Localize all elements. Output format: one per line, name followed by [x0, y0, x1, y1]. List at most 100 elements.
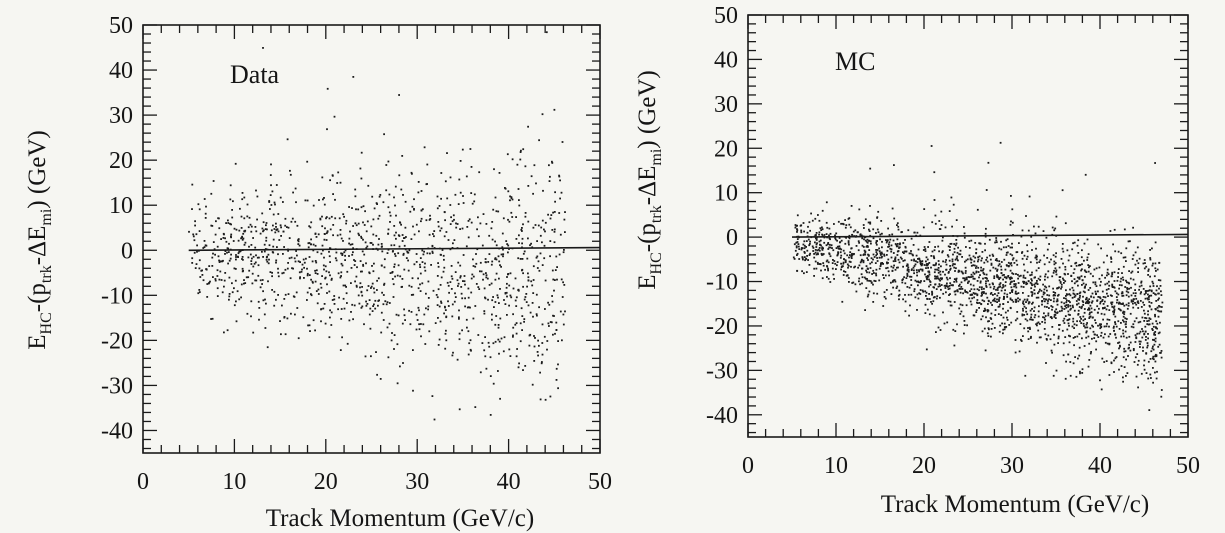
scatter-point — [1046, 306, 1048, 308]
scatter-point — [1023, 269, 1026, 272]
scatter-point — [1147, 270, 1150, 272]
scatter-point — [377, 300, 380, 302]
scatter-point — [833, 260, 836, 262]
scatter-point — [1115, 325, 1118, 328]
scatter-point — [892, 266, 895, 269]
scatter-point — [1035, 323, 1037, 326]
scatter-point — [915, 234, 917, 237]
scatter-point — [287, 249, 289, 252]
y-tick-label: 10 — [714, 181, 738, 207]
scatter-point — [509, 199, 511, 202]
scatter-point — [223, 285, 225, 288]
scatter-point — [1074, 336, 1076, 338]
scatter-point — [452, 351, 454, 354]
scatter-point — [315, 290, 318, 292]
scatter-point — [862, 259, 865, 262]
scatter-point — [903, 259, 906, 262]
scatter-point — [1158, 310, 1161, 313]
scatter-point — [230, 253, 232, 256]
scatter-point — [929, 281, 932, 283]
scatter-point — [1147, 293, 1149, 296]
scatter-point — [1003, 322, 1006, 325]
scatter-point — [1049, 338, 1052, 341]
scatter-point — [1006, 296, 1009, 298]
scatter-point — [1005, 251, 1008, 254]
scatter-point — [289, 169, 291, 172]
scatter-point — [898, 298, 900, 301]
scatter-point — [909, 252, 912, 255]
scatter-point — [1138, 332, 1141, 335]
scatter-point — [462, 280, 464, 282]
scatter-point — [1121, 303, 1124, 305]
scatter-point — [374, 307, 377, 310]
scatter-point — [985, 189, 988, 191]
scatter-point — [1011, 242, 1013, 245]
scatter-point — [265, 236, 268, 239]
scatter-point — [454, 271, 457, 273]
scatter-point — [825, 233, 828, 235]
scatter-point — [969, 283, 972, 286]
scatter-point — [1139, 343, 1141, 345]
scatter-point — [959, 249, 962, 252]
scatter-point — [913, 288, 916, 290]
scatter-point — [1154, 162, 1156, 164]
scatter-point — [945, 291, 947, 294]
scatter-point — [551, 300, 554, 303]
scatter-point — [1153, 339, 1155, 341]
scatter-point — [831, 247, 833, 249]
scatter-point — [1063, 322, 1066, 324]
scatter-point — [515, 355, 518, 358]
scatter-point — [1110, 256, 1112, 259]
scatter-point — [1122, 335, 1125, 338]
scatter-point — [284, 293, 287, 296]
scatter-point — [855, 235, 858, 237]
scatter-point — [933, 264, 936, 267]
scatter-point — [325, 239, 328, 241]
scatter-point — [1069, 308, 1072, 311]
scatter-point — [1083, 325, 1085, 327]
scatter-point — [375, 202, 378, 204]
scatter-point — [914, 279, 917, 282]
scatter-point — [829, 281, 832, 283]
scatter-point — [896, 238, 899, 241]
scatter-point — [1130, 300, 1133, 303]
scatter-point — [507, 244, 510, 247]
scatter-point — [339, 233, 342, 236]
scatter-point — [1122, 312, 1124, 314]
scatter-point — [918, 269, 920, 271]
scatter-point — [499, 317, 502, 320]
scatter-point — [1050, 305, 1053, 307]
scatter-point — [228, 295, 231, 298]
scatter-point — [366, 220, 369, 223]
scatter-point — [386, 326, 389, 329]
scatter-point — [833, 278, 835, 280]
scatter-point — [1036, 322, 1039, 325]
scatter-point — [358, 302, 361, 305]
scatter-point — [895, 245, 898, 248]
scatter-point — [426, 183, 428, 185]
scatter-point — [359, 282, 362, 285]
scatter-point — [1116, 299, 1119, 301]
scatter-point — [287, 262, 289, 264]
scatter-point — [889, 238, 892, 241]
scatter-point — [1031, 241, 1034, 243]
scatter-point — [874, 280, 877, 282]
scatter-point — [1120, 277, 1122, 280]
scatter-point — [872, 292, 875, 295]
scatter-point — [1125, 279, 1127, 282]
scatter-point — [1061, 243, 1064, 245]
scatter-point — [996, 289, 999, 291]
scatter-point — [279, 224, 282, 227]
scatter-point — [833, 223, 835, 225]
scatter-point — [268, 244, 271, 247]
y-title-sub: mi — [648, 148, 665, 165]
y-tick-label: 20 — [714, 136, 738, 162]
scatter-point — [1060, 283, 1063, 286]
scatter-point — [366, 303, 369, 305]
scatter-point — [1140, 291, 1142, 293]
scatter-point — [1090, 351, 1092, 353]
scatter-point — [397, 252, 400, 255]
scatter-point — [983, 327, 986, 330]
scatter-point — [916, 309, 918, 311]
scatter-point — [978, 307, 980, 309]
